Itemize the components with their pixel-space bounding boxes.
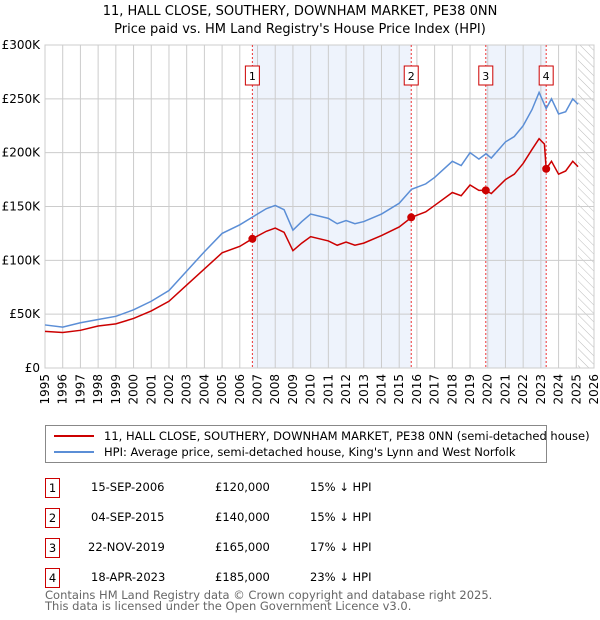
sale-date: 22-NOV-2019 <box>88 540 165 554</box>
sale-number-badge: 3 <box>45 538 60 558</box>
x-tick-label: 2010 <box>304 374 318 405</box>
x-tick-label: 2003 <box>180 374 194 405</box>
sale-marker-number: 2 <box>408 70 415 83</box>
x-tick-label: 2014 <box>374 374 388 405</box>
sale-point <box>407 213 416 222</box>
x-tick-label: 2005 <box>215 374 229 405</box>
sale-point <box>542 164 551 173</box>
sale-hpi-diff: 15% ↓ HPI <box>310 510 372 524</box>
hpi-line <box>44 90 579 328</box>
x-tick-label: 2025 <box>569 374 583 405</box>
y-tick-label: £0 <box>25 361 40 375</box>
sale-number-badge: 4 <box>45 568 60 588</box>
x-tick-label: 2011 <box>321 374 335 405</box>
sale-number-badge: 2 <box>45 508 60 528</box>
x-tick-label: 2022 <box>516 374 530 405</box>
sale-marker-box <box>538 65 554 86</box>
sale-marker-box <box>244 65 260 86</box>
y-tick-label: £200K <box>2 146 42 160</box>
x-tick-label: 2017 <box>428 374 442 405</box>
x-tick-label: 2024 <box>552 374 566 405</box>
sale-hpi-diff: 23% ↓ HPI <box>310 570 372 584</box>
legend-label-property: 11, HALL CLOSE, SOUTHERY, DOWNHAM MARKET… <box>104 429 590 443</box>
y-tick-label: £100K <box>2 253 42 267</box>
sale-date: 18-APR-2023 <box>91 570 166 584</box>
sale-hpi-diff: 15% ↓ HPI <box>310 480 372 494</box>
sale-number-badge: 1 <box>45 478 60 498</box>
sale-marker-number: 3 <box>482 70 489 83</box>
plot-frame <box>44 44 595 369</box>
x-tick-label: 1996 <box>56 374 70 405</box>
chart-title: 11, HALL CLOSE, SOUTHERY, DOWNHAM MARKET… <box>102 4 498 19</box>
sale-hpi-diff: 17% ↓ HPI <box>310 540 372 554</box>
property-price-line <box>44 137 579 334</box>
legend-swatch-property <box>54 435 94 437</box>
x-tick-label: 2000 <box>127 374 141 405</box>
x-tick-label: 2004 <box>197 374 211 405</box>
sale-price: £185,000 <box>215 570 270 584</box>
x-tick-label: 1998 <box>91 374 105 405</box>
x-tick-label: 2006 <box>233 374 247 405</box>
x-tick-label: 2023 <box>534 374 548 405</box>
y-tick-label: £300K <box>2 38 42 52</box>
x-tick-label: 2007 <box>251 374 265 405</box>
sale-price: £120,000 <box>215 480 270 494</box>
x-tick-label: 2026 <box>587 374 600 405</box>
x-tick-label: 2002 <box>162 374 176 405</box>
y-tick-label: £150K <box>2 200 42 214</box>
y-tick-label: £50K <box>9 307 41 321</box>
x-tick-label: 2001 <box>144 374 158 405</box>
chart-subtitle: Price paid vs. HM Land Registry's House … <box>114 22 486 37</box>
x-tick-label: 2012 <box>339 374 353 405</box>
sale-marker-number: 1 <box>249 70 256 83</box>
sale-price: £165,000 <box>215 540 270 554</box>
legend-label-hpi: HPI: Average price, semi-detached house,… <box>104 445 516 459</box>
x-tick-label: 2021 <box>498 374 512 405</box>
x-tick-label: 2008 <box>268 374 282 405</box>
footer-licence: This data is licensed under the Open Gov… <box>45 599 412 613</box>
sale-marker-box <box>403 65 419 86</box>
legend-swatch-hpi <box>54 451 94 453</box>
x-tick-label: 1997 <box>73 374 87 405</box>
sale-point <box>481 186 490 195</box>
x-tick-label: 2020 <box>481 374 495 405</box>
x-tick-label: 1999 <box>109 374 123 405</box>
x-tick-label: 2018 <box>445 374 459 405</box>
sale-marker-box <box>478 65 494 86</box>
y-tick-label: £250K <box>2 92 42 106</box>
sale-price: £140,000 <box>215 510 270 524</box>
legend: 11, HALL CLOSE, SOUTHERY, DOWNHAM MARKET… <box>45 425 590 463</box>
x-tick-label: 1995 <box>38 374 52 405</box>
footer-copyright: Contains HM Land Registry data © Crown c… <box>45 588 493 602</box>
price-chart: 1995 1996 1997 1998 1999 2000 2001 2002 2003 2004… <box>2 38 600 405</box>
x-tick-label: 2009 <box>286 374 300 405</box>
x-tick-label: 2019 <box>463 374 477 405</box>
x-tick-label: 2016 <box>410 374 424 405</box>
sale-point <box>248 234 257 243</box>
sale-marker-number: 4 <box>543 70 550 83</box>
sale-date: 04-SEP-2015 <box>91 510 165 524</box>
x-tick-label: 2015 <box>392 374 406 405</box>
x-tick-label: 2013 <box>357 374 371 405</box>
sale-date: 15-SEP-2006 <box>91 480 165 494</box>
